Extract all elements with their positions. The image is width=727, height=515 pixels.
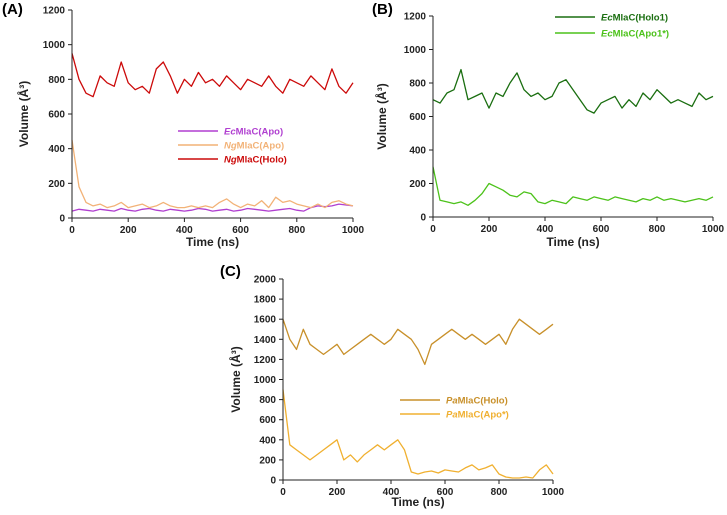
y-tick-label: 200 <box>259 455 276 466</box>
y-tick-label: 400 <box>48 144 65 155</box>
legend-species: Pa <box>446 410 458 421</box>
legend-species: Ng <box>224 141 237 152</box>
x-tick-label: 600 <box>437 487 454 498</box>
legend-state: MlaC(Apo*) <box>458 410 509 421</box>
legend-entry: EcMlaC(Holo1) <box>601 13 668 24</box>
legend-entry: NgMlaC(Holo) <box>224 155 287 166</box>
legend-state: MlaC(Apo1*) <box>613 29 669 40</box>
x-tick-label: 400 <box>383 487 400 498</box>
panel-b: (B) 0 200 400 600 800 1000 0 200 400 600 800 1000 120… <box>372 1 725 249</box>
series-line-ngmlac-apo- <box>71 139 354 209</box>
y-tick-label: 0 <box>59 214 65 225</box>
y-axis-label: Volume (Å³) <box>228 346 243 412</box>
x-tick-label: 800 <box>649 224 666 235</box>
y-tick-label: 800 <box>259 395 276 406</box>
panel-c: (C) 0 200 400 600 800 1000 0 200 400 600 800 1000 120… <box>220 263 565 509</box>
series-line-ngmlac-holo- <box>71 53 354 98</box>
y-tick-label: 1000 <box>43 40 66 51</box>
y-tick-label: 1800 <box>254 295 277 306</box>
legend-species: Ng <box>224 155 237 166</box>
x-tick-label: 0 <box>280 487 286 498</box>
panel-label: (B) <box>372 1 393 18</box>
series-line-ecmlac-apo- <box>71 203 354 212</box>
y-tick-label: 600 <box>409 112 426 123</box>
y-tick-label: 1600 <box>254 315 277 326</box>
x-tick-label: 1000 <box>342 225 365 236</box>
legend-entry: NgMlaC(Apo) <box>224 141 284 152</box>
x-tick-label: 800 <box>288 225 305 236</box>
panel-a: (A) 0 200 400 600 800 1000 0 200 400 600 800 1000 120… <box>2 1 365 249</box>
y-tick-label: 600 <box>48 110 65 121</box>
x-tick-label: 200 <box>329 487 346 498</box>
y-tick-label: 0 <box>270 476 276 487</box>
x-tick-label: 400 <box>537 224 554 235</box>
y-tick-label: 1200 <box>404 12 427 23</box>
y-tick-label: 800 <box>409 79 426 90</box>
legend-entry: EcMlaC(Apo1*) <box>601 29 669 40</box>
x-tick-label: 0 <box>69 225 75 236</box>
x-tick-label: 600 <box>593 224 610 235</box>
y-tick-label: 1400 <box>254 335 277 346</box>
y-tick-label: 0 <box>420 213 426 224</box>
x-axis-label: Time (ns) <box>546 235 599 249</box>
legend-species: Ec <box>224 127 236 138</box>
legend-entry: EcMlaC(Apo) <box>224 127 283 138</box>
legend-species: Ec <box>601 29 613 40</box>
x-tick-label: 600 <box>232 225 249 236</box>
y-tick-label: 800 <box>48 75 65 86</box>
x-tick-label: 800 <box>491 487 508 498</box>
y-tick-label: 400 <box>409 146 426 157</box>
legend-species: Ec <box>601 13 613 24</box>
series-line-ecmlac-apo1- <box>432 166 714 206</box>
y-tick-label: 200 <box>48 179 65 190</box>
y-tick-label: 2000 <box>254 275 277 286</box>
x-tick-label: 0 <box>430 224 436 235</box>
series-line-ecmlac-holo1- <box>432 68 714 114</box>
y-tick-label: 1000 <box>254 375 277 386</box>
y-tick-label: 400 <box>259 435 276 446</box>
x-axis-label: Time (ns) <box>186 235 239 249</box>
legend-state: MlaC(Apo) <box>236 127 284 138</box>
y-tick-label: 1200 <box>43 6 66 17</box>
y-tick-label: 1200 <box>254 355 277 366</box>
x-tick-label: 1000 <box>702 224 725 235</box>
legend-state: MlaC(Holo1) <box>613 13 668 24</box>
y-tick-label: 200 <box>409 179 426 190</box>
x-tick-label: 200 <box>120 225 137 236</box>
y-tick-label: 1000 <box>404 45 427 56</box>
series-line-pamlac-holo- <box>282 318 554 366</box>
legend-species: Pa <box>446 396 458 407</box>
legend-state: MlaC(Holo) <box>458 396 508 407</box>
legend-state: MlaC(Holo) <box>237 155 287 166</box>
y-tick-label: 600 <box>259 415 276 426</box>
legend-entry: PaMlaC(Apo*) <box>446 410 509 421</box>
x-tick-label: 400 <box>176 225 193 236</box>
panel-label: (A) <box>2 1 23 18</box>
x-axis-label: Time (ns) <box>391 495 444 509</box>
legend-entry: PaMlaC(Holo) <box>446 396 508 407</box>
y-axis-label: Volume (Å³) <box>16 81 31 147</box>
legend-state: MlaC(Apo) <box>237 141 285 152</box>
x-tick-label: 200 <box>481 224 498 235</box>
panel-label: (C) <box>220 263 241 280</box>
series-line-pamlac-apo- <box>282 389 554 479</box>
x-tick-label: 1000 <box>542 487 565 498</box>
y-axis-label: Volume (Å³) <box>374 83 389 149</box>
